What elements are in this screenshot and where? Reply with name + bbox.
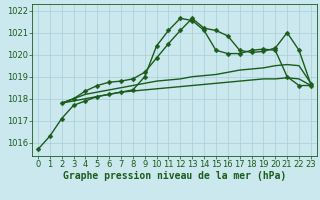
X-axis label: Graphe pression niveau de la mer (hPa): Graphe pression niveau de la mer (hPa) bbox=[63, 171, 286, 181]
